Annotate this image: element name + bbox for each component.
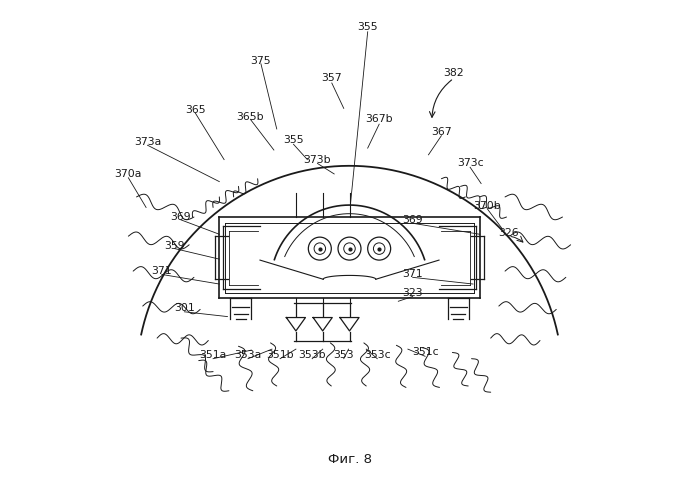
Text: 370b: 370b (473, 201, 501, 211)
Text: 323: 323 (403, 288, 423, 298)
Text: 301: 301 (174, 303, 195, 313)
Text: 367: 367 (431, 127, 452, 137)
Text: 353a: 353a (234, 350, 261, 360)
Text: 382: 382 (444, 69, 464, 78)
Text: 369: 369 (171, 212, 192, 222)
Text: 371: 371 (152, 266, 172, 276)
Text: 353b: 353b (298, 350, 326, 360)
Text: 367b: 367b (366, 114, 393, 124)
Text: 365b: 365b (237, 111, 264, 121)
Text: Фиг. 8: Фиг. 8 (328, 453, 371, 466)
Text: 351c: 351c (412, 348, 438, 358)
Text: 375: 375 (251, 56, 271, 66)
Text: 369: 369 (403, 215, 423, 225)
Text: 351a: 351a (199, 350, 226, 360)
Text: 353: 353 (333, 350, 354, 360)
Text: 365: 365 (185, 105, 206, 115)
Text: 359: 359 (164, 241, 185, 251)
Text: 373a: 373a (134, 137, 161, 147)
Text: 371: 371 (403, 268, 423, 278)
Text: 351b: 351b (266, 350, 294, 360)
Text: 373b: 373b (303, 155, 331, 165)
Text: 353c: 353c (364, 350, 391, 360)
Text: 355: 355 (357, 22, 378, 32)
Text: 326: 326 (498, 228, 519, 238)
Text: 370a: 370a (115, 169, 142, 179)
Text: 355: 355 (283, 135, 304, 145)
Text: 357: 357 (322, 73, 342, 83)
Text: 373c: 373c (457, 158, 484, 168)
